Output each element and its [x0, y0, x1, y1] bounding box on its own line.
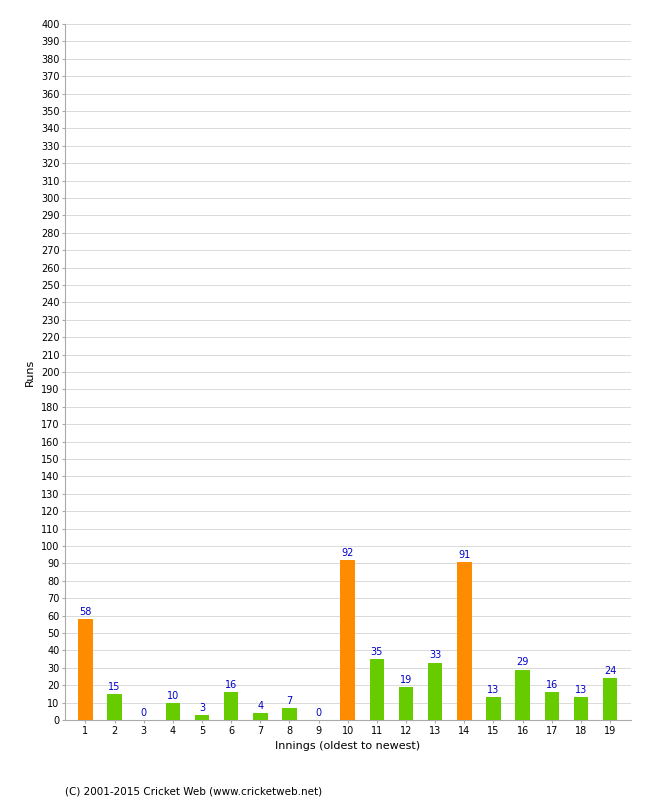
Text: 0: 0 — [140, 708, 147, 718]
Text: 0: 0 — [315, 708, 322, 718]
Text: 16: 16 — [225, 680, 237, 690]
Text: 33: 33 — [429, 650, 441, 661]
X-axis label: Innings (oldest to newest): Innings (oldest to newest) — [275, 741, 421, 751]
Bar — [398, 687, 413, 720]
Y-axis label: Runs: Runs — [25, 358, 35, 386]
Text: 4: 4 — [257, 701, 263, 711]
Bar — [166, 702, 180, 720]
Bar — [370, 659, 384, 720]
Bar — [545, 692, 559, 720]
Text: 29: 29 — [517, 658, 529, 667]
Bar — [603, 678, 618, 720]
Text: 58: 58 — [79, 607, 92, 617]
Bar — [195, 714, 209, 720]
Text: 7: 7 — [287, 696, 292, 706]
Text: 16: 16 — [545, 680, 558, 690]
Text: 92: 92 — [341, 548, 354, 558]
Bar — [253, 713, 268, 720]
Text: 13: 13 — [488, 686, 500, 695]
Bar — [78, 619, 93, 720]
Text: (C) 2001-2015 Cricket Web (www.cricketweb.net): (C) 2001-2015 Cricket Web (www.cricketwe… — [65, 786, 322, 796]
Bar — [341, 560, 355, 720]
Text: 91: 91 — [458, 550, 471, 559]
Bar — [457, 562, 472, 720]
Text: 35: 35 — [370, 647, 383, 657]
Text: 24: 24 — [604, 666, 616, 676]
Text: 13: 13 — [575, 686, 587, 695]
Text: 15: 15 — [109, 682, 121, 692]
Bar — [574, 698, 588, 720]
Bar — [428, 662, 443, 720]
Bar — [107, 694, 122, 720]
Bar — [224, 692, 239, 720]
Text: 19: 19 — [400, 675, 412, 685]
Bar — [282, 708, 297, 720]
Bar — [486, 698, 500, 720]
Text: 3: 3 — [199, 702, 205, 713]
Bar — [515, 670, 530, 720]
Text: 10: 10 — [167, 690, 179, 701]
